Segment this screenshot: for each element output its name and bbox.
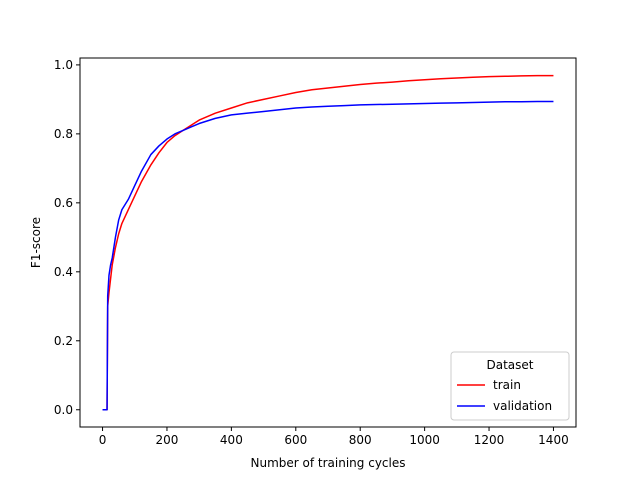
y-tick-label: 0.6 xyxy=(54,196,73,210)
x-tick-label: 800 xyxy=(349,433,372,447)
x-tick-label: 200 xyxy=(156,433,179,447)
y-tick-label: 0.2 xyxy=(54,334,73,348)
x-axis-label: Number of training cycles xyxy=(251,456,406,470)
x-tick-label: 1400 xyxy=(538,433,569,447)
legend-label-validation: validation xyxy=(493,399,552,413)
legend-label-train: train xyxy=(493,378,521,392)
x-tick-label: 1000 xyxy=(409,433,440,447)
y-axis-label: F1-score xyxy=(29,217,43,268)
x-tick-label: 0 xyxy=(99,433,107,447)
y-tick-label: 0.4 xyxy=(54,265,73,279)
legend-box xyxy=(450,351,570,421)
plot-area xyxy=(102,74,554,411)
axis-ticks: 0 200 400 600 800 1000 1200 1400 0.0 0.2 0.4 0.6 0.8… xyxy=(54,58,569,447)
x-tick-label: 400 xyxy=(220,433,243,447)
x-tick-label: 600 xyxy=(284,433,307,447)
series-line-train xyxy=(102,74,554,411)
legend-title: Dataset xyxy=(487,358,534,372)
y-tick-label: 1.0 xyxy=(54,58,73,72)
x-tick-label: 1200 xyxy=(474,433,505,447)
legend-items: train validation xyxy=(457,378,552,413)
y-tick-label: 0.8 xyxy=(54,127,73,141)
axes-frame xyxy=(79,57,577,428)
legend: Dataset train validation xyxy=(450,351,570,421)
y-tick-label: 0.0 xyxy=(54,403,73,417)
series-line-validation xyxy=(102,100,554,411)
